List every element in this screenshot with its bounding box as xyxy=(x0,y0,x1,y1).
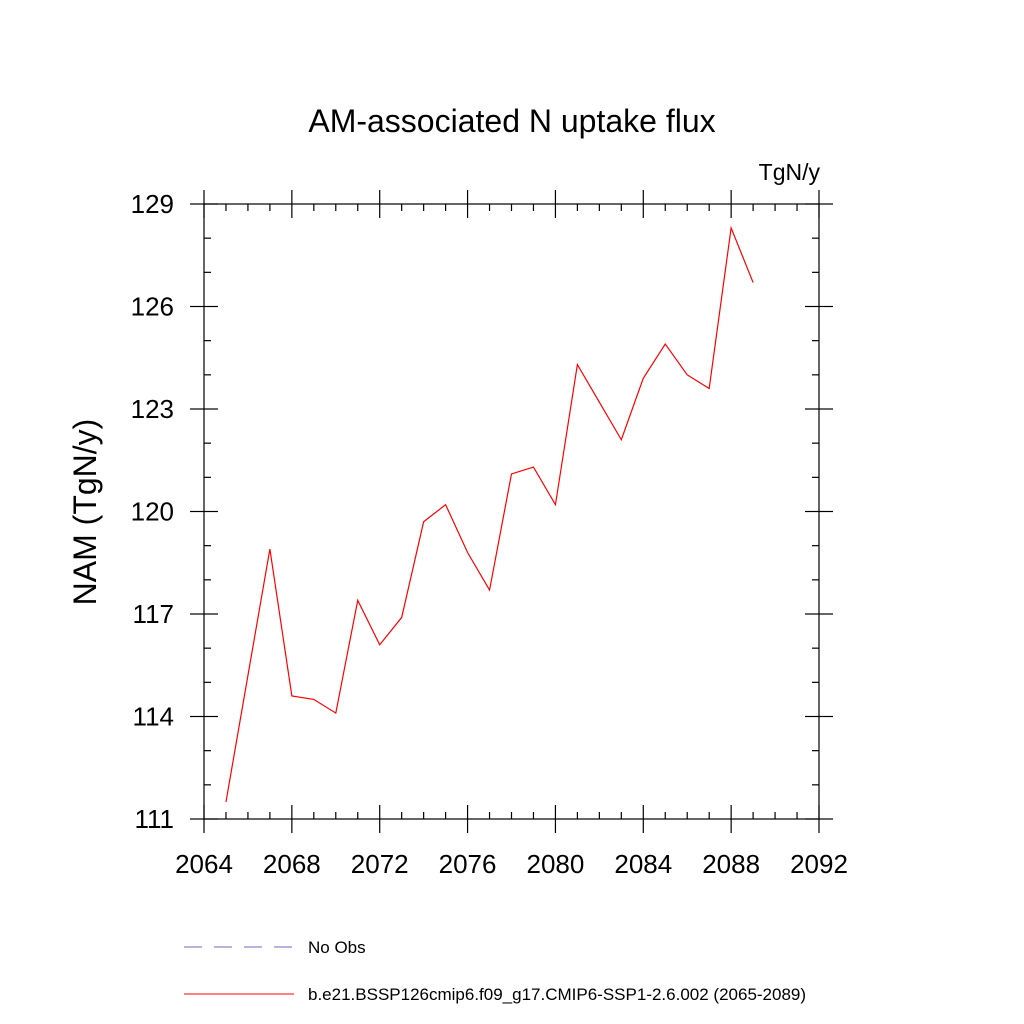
x-tick-label: 2092 xyxy=(790,849,848,879)
y-tick-label: 114 xyxy=(133,702,174,732)
y-tick-label: 111 xyxy=(134,804,174,834)
y-tick-label: 123 xyxy=(131,394,174,424)
x-tick-label: 2076 xyxy=(439,849,497,879)
tick-labels: 2064 2068 2072 2076 2080 2084 2088 2092 111 114 11… xyxy=(131,189,848,879)
series-line-0 xyxy=(225,225,754,803)
series-layer xyxy=(225,225,754,803)
y-tick-label: 117 xyxy=(133,599,174,629)
x-tick-label: 2064 xyxy=(175,849,233,879)
x-tick-label: 2084 xyxy=(614,849,672,879)
y-tick-label: 120 xyxy=(131,497,174,527)
legend-label-0: No Obs xyxy=(308,938,366,957)
y-axis-label: NAM (TgN/y) xyxy=(67,419,103,606)
legend-label-1: b.e21.BSSP126cmip6.f09_g17.CMIP6-SSP1-2.… xyxy=(308,985,806,1004)
legend: No Obs b.e21.BSSP126cmip6.f09_g17.CMIP6-S… xyxy=(184,938,806,1004)
x-tick-label: 2088 xyxy=(702,849,760,879)
y-tick-label: 126 xyxy=(131,292,174,322)
axis-ticks xyxy=(190,190,833,833)
x-tick-label: 2072 xyxy=(351,849,409,879)
units-label: TgN/y xyxy=(759,159,821,185)
plot-frame xyxy=(203,203,820,820)
y-tick-label: 129 xyxy=(131,189,174,219)
x-tick-label: 2080 xyxy=(527,849,585,879)
chart-title: AM-associated N uptake flux xyxy=(308,103,715,139)
x-tick-label: 2068 xyxy=(263,849,321,879)
